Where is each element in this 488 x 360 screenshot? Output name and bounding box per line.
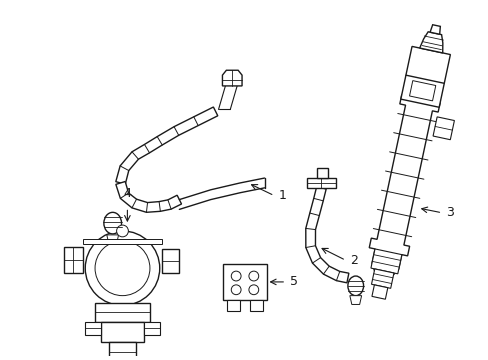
Circle shape — [231, 271, 241, 281]
Polygon shape — [162, 249, 179, 273]
Polygon shape — [116, 107, 217, 184]
Polygon shape — [316, 168, 327, 178]
Polygon shape — [101, 322, 144, 342]
Polygon shape — [306, 178, 335, 188]
Polygon shape — [227, 300, 240, 311]
Polygon shape — [116, 181, 181, 212]
Polygon shape — [400, 75, 444, 107]
Polygon shape — [63, 247, 83, 273]
Text: 3: 3 — [445, 206, 453, 219]
Circle shape — [95, 241, 150, 296]
Polygon shape — [371, 285, 387, 299]
Polygon shape — [432, 117, 453, 140]
Circle shape — [248, 285, 258, 294]
Polygon shape — [371, 269, 393, 288]
Polygon shape — [83, 239, 162, 244]
Ellipse shape — [347, 276, 363, 296]
Polygon shape — [408, 81, 435, 101]
Polygon shape — [85, 322, 101, 335]
Polygon shape — [223, 264, 266, 300]
Circle shape — [248, 271, 258, 281]
Polygon shape — [108, 342, 136, 360]
Polygon shape — [222, 70, 242, 86]
Polygon shape — [419, 32, 442, 53]
Polygon shape — [95, 302, 150, 322]
Polygon shape — [429, 25, 440, 34]
Polygon shape — [249, 300, 262, 311]
Polygon shape — [370, 249, 401, 274]
Polygon shape — [106, 235, 118, 244]
Polygon shape — [144, 322, 160, 335]
Ellipse shape — [103, 212, 121, 234]
Circle shape — [231, 285, 241, 294]
Text: 2: 2 — [349, 254, 357, 267]
Text: 1: 1 — [278, 189, 285, 202]
Polygon shape — [305, 186, 348, 283]
Text: 4: 4 — [123, 186, 131, 199]
Polygon shape — [349, 296, 361, 305]
Polygon shape — [368, 46, 449, 286]
Circle shape — [85, 231, 160, 305]
Circle shape — [116, 225, 128, 237]
Text: 5: 5 — [289, 275, 298, 288]
